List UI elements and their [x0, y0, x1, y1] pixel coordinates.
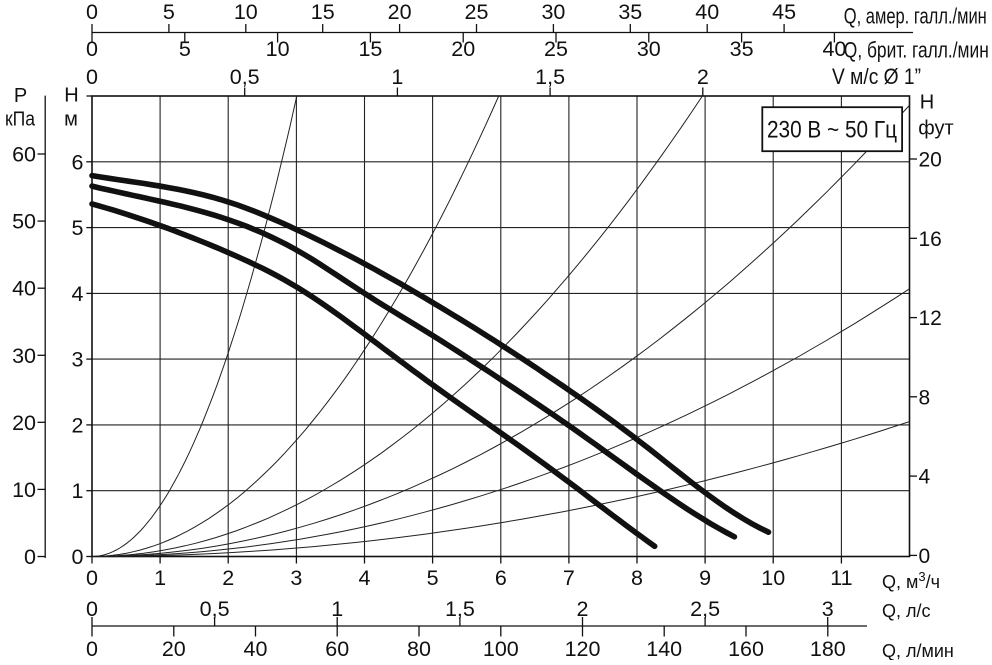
svg-text:2: 2 [577, 597, 589, 621]
svg-text:2: 2 [697, 65, 709, 89]
svg-text:40: 40 [12, 277, 36, 301]
svg-text:1: 1 [391, 65, 403, 89]
svg-text:Н: Н [64, 85, 78, 107]
svg-text:2: 2 [72, 413, 84, 437]
svg-text:20: 20 [388, 0, 412, 24]
svg-text:Н: Н [920, 92, 934, 114]
svg-text:3: 3 [822, 597, 834, 621]
svg-text:кПа: кПа [5, 108, 36, 130]
svg-text:5: 5 [179, 37, 191, 61]
svg-text:1: 1 [72, 479, 84, 503]
svg-text:30: 30 [12, 344, 36, 368]
svg-text:16: 16 [919, 228, 942, 251]
svg-text:8: 8 [919, 386, 931, 409]
svg-text:20: 20 [12, 411, 36, 435]
svg-text:3: 3 [72, 348, 84, 372]
svg-text:2,5: 2,5 [690, 597, 720, 621]
svg-text:0: 0 [86, 637, 98, 660]
svg-text:0: 0 [86, 597, 98, 621]
svg-text:1,5: 1,5 [535, 65, 565, 89]
svg-text:50: 50 [12, 210, 36, 234]
svg-text:6: 6 [72, 150, 84, 174]
svg-text:7: 7 [563, 566, 575, 590]
svg-text:5: 5 [163, 0, 175, 24]
svg-text:15: 15 [311, 0, 335, 24]
svg-text:12: 12 [919, 307, 942, 330]
svg-text:35: 35 [618, 0, 642, 24]
svg-text:Q, л/с: Q, л/с [882, 601, 931, 621]
svg-text:0: 0 [86, 566, 98, 590]
svg-text:35: 35 [730, 37, 754, 61]
svg-text:1: 1 [154, 566, 166, 590]
svg-text:9: 9 [699, 566, 711, 590]
svg-text:30: 30 [637, 37, 661, 61]
svg-text:2: 2 [222, 566, 234, 590]
svg-text:0,5: 0,5 [200, 597, 230, 621]
svg-text:40: 40 [695, 0, 719, 24]
svg-text:5: 5 [427, 566, 439, 590]
svg-text:0,5: 0,5 [230, 65, 260, 89]
svg-text:Q, брит. галл./мин: Q, брит. галл./мин [844, 38, 989, 63]
svg-text:0: 0 [919, 545, 931, 568]
svg-text:4: 4 [72, 282, 84, 306]
svg-text:120: 120 [565, 637, 601, 660]
svg-text:11: 11 [830, 566, 852, 590]
svg-text:40: 40 [822, 37, 846, 61]
svg-text:фут: фут [918, 118, 953, 140]
svg-text:0: 0 [86, 37, 98, 61]
svg-text:0: 0 [24, 545, 36, 569]
svg-text:Q, м3/ч: Q, м3/ч [882, 569, 940, 592]
svg-text:40: 40 [244, 637, 268, 660]
svg-text:100: 100 [483, 637, 519, 660]
svg-text:10: 10 [266, 37, 290, 61]
svg-text:м: м [64, 108, 78, 130]
svg-text:230 В ~ 50 Гц: 230 В ~ 50 Гц [767, 117, 897, 144]
svg-text:8: 8 [631, 566, 643, 590]
svg-text:20: 20 [919, 149, 942, 172]
svg-text:20: 20 [162, 637, 186, 660]
svg-text:25: 25 [465, 0, 489, 24]
svg-text:1: 1 [331, 597, 343, 621]
svg-text:15: 15 [358, 37, 382, 61]
svg-text:60: 60 [12, 143, 36, 167]
svg-text:80: 80 [407, 637, 431, 660]
svg-text:P: P [14, 85, 27, 107]
svg-text:3: 3 [290, 566, 302, 590]
svg-text:0: 0 [86, 65, 98, 89]
svg-text:Q, л/мин: Q, л/мин [882, 641, 954, 660]
svg-text:30: 30 [541, 0, 565, 24]
svg-text:160: 160 [728, 637, 764, 660]
svg-text:4: 4 [919, 466, 931, 489]
svg-text:10: 10 [234, 0, 258, 24]
svg-text:0: 0 [72, 545, 84, 569]
svg-text:180: 180 [810, 637, 846, 660]
svg-text:5: 5 [72, 216, 84, 240]
svg-text:10: 10 [761, 566, 785, 590]
svg-text:45: 45 [772, 0, 796, 24]
svg-text:20: 20 [451, 37, 475, 61]
svg-text:140: 140 [646, 637, 682, 660]
svg-text:V м/с Ø 1”: V м/с Ø 1” [832, 64, 921, 89]
svg-text:10: 10 [12, 478, 36, 502]
svg-text:6: 6 [495, 566, 507, 590]
svg-text:0: 0 [86, 0, 98, 24]
svg-text:60: 60 [325, 637, 349, 660]
svg-text:25: 25 [544, 37, 568, 61]
svg-text:1,5: 1,5 [445, 597, 475, 621]
svg-text:Q, амер. галл./мин: Q, амер. галл./мин [844, 4, 987, 29]
svg-text:4: 4 [359, 566, 371, 590]
